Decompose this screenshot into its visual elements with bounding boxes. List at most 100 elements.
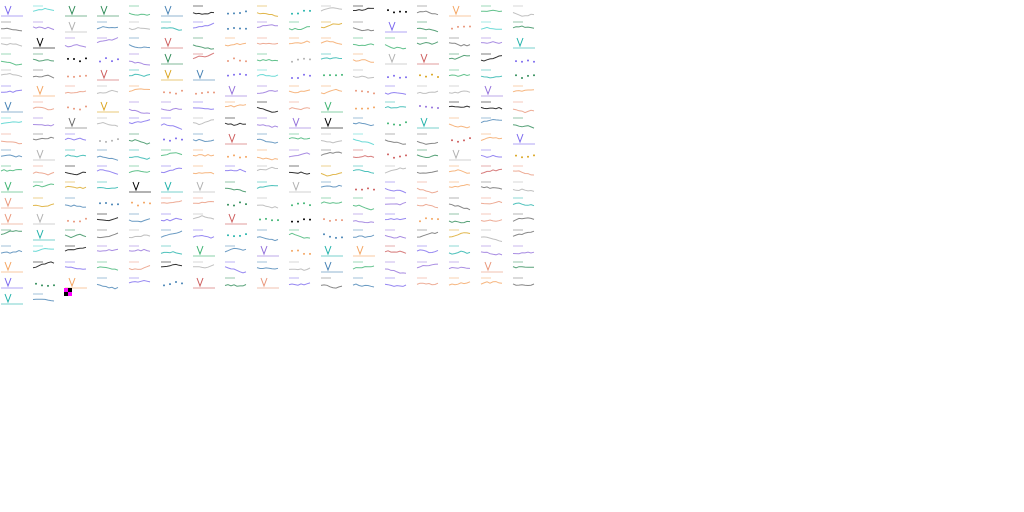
sparkline: [352, 155, 375, 159]
sparkline: [480, 251, 503, 256]
dot: [117, 138, 119, 141]
sparkline: [448, 105, 471, 108]
dot: [303, 57, 305, 60]
sparkline: [320, 201, 343, 204]
dot: [361, 107, 363, 110]
sparkline: [192, 11, 215, 15]
sparkline: [448, 232, 471, 238]
dot: [393, 74, 395, 77]
sparkline: [353, 234, 375, 238]
dot: [163, 91, 165, 94]
sparkline: [384, 139, 407, 145]
dot: [515, 60, 517, 63]
sparkline: [160, 263, 183, 268]
sparkline: [128, 170, 151, 174]
sparkline: [480, 55, 503, 62]
v-glyph: [324, 261, 332, 272]
v-glyph: [164, 181, 172, 192]
sparkline: [480, 106, 503, 110]
dot: [233, 12, 235, 15]
dot: [399, 123, 401, 126]
v-glyph: [68, 277, 76, 288]
sparkline: [160, 251, 183, 255]
dot: [373, 188, 375, 191]
dot: [329, 74, 331, 77]
sparkline: [160, 107, 183, 112]
sparkline: [256, 204, 279, 209]
dot: [355, 188, 357, 191]
dot: [457, 25, 459, 28]
v-glyph: [4, 5, 12, 16]
sparkline: [192, 138, 215, 143]
sparkline: [224, 104, 247, 108]
v-glyph: [388, 53, 396, 64]
v-glyph: [4, 181, 12, 192]
sparkline: [512, 283, 535, 287]
sparkline: [160, 123, 183, 130]
sparkline: [224, 247, 247, 253]
v-glyph: [68, 5, 76, 16]
sparkline: [448, 54, 471, 60]
sparkline: [129, 156, 151, 160]
v-glyph: [4, 213, 12, 224]
v-glyph: [36, 85, 44, 96]
dot: [405, 76, 407, 79]
sparkline: [32, 123, 55, 127]
dot: [393, 156, 395, 159]
sparkline: [96, 169, 119, 175]
dot: [355, 107, 357, 110]
dot: [181, 282, 183, 285]
sparkline: [64, 90, 87, 94]
dot: [181, 138, 183, 141]
v-glyph: [164, 69, 172, 80]
sparkline: [192, 107, 215, 110]
sparkline: [256, 12, 279, 17]
sparkline: [480, 219, 503, 222]
sparkline: [0, 154, 23, 158]
dot: [53, 284, 55, 287]
dot: [169, 139, 171, 142]
dot: [85, 105, 87, 108]
dot: [303, 218, 305, 221]
sparkline: [416, 282, 439, 286]
dot: [73, 75, 75, 78]
dot: [399, 76, 401, 79]
dot: [335, 218, 337, 221]
dot: [143, 201, 145, 204]
sparkline: [96, 232, 119, 239]
sparkline: [64, 185, 87, 190]
dot: [323, 233, 325, 236]
dot: [117, 203, 119, 206]
v-glyph: [100, 5, 108, 16]
sparkline: [256, 166, 279, 172]
sparkline: [0, 140, 23, 145]
sparkline: [96, 89, 119, 94]
sparkline: [64, 246, 87, 252]
dot: [239, 234, 241, 237]
dot: [259, 218, 261, 221]
sparkline: [0, 27, 23, 32]
sparkline: [96, 283, 119, 290]
v-glyph: [196, 181, 204, 192]
sparkline: [32, 261, 55, 269]
dot: [533, 60, 535, 63]
dot: [297, 202, 299, 205]
sparkline: [320, 184, 343, 188]
sparkline: [64, 233, 87, 239]
sparkline: [160, 217, 183, 222]
sparkline: [288, 40, 311, 45]
dot: [303, 252, 305, 255]
sparkline: [416, 170, 439, 174]
dot: [361, 90, 363, 93]
dot: [521, 76, 523, 79]
sparkline: [32, 58, 55, 62]
sparkline: [480, 75, 503, 79]
sparkline: [320, 140, 343, 144]
dot: [355, 89, 357, 92]
sparkline: [64, 154, 87, 158]
v-glyph: [388, 21, 396, 32]
sparkline: [480, 118, 503, 124]
sparkline: [384, 167, 407, 174]
sparkline: [192, 171, 215, 175]
sparkline: [352, 138, 375, 146]
